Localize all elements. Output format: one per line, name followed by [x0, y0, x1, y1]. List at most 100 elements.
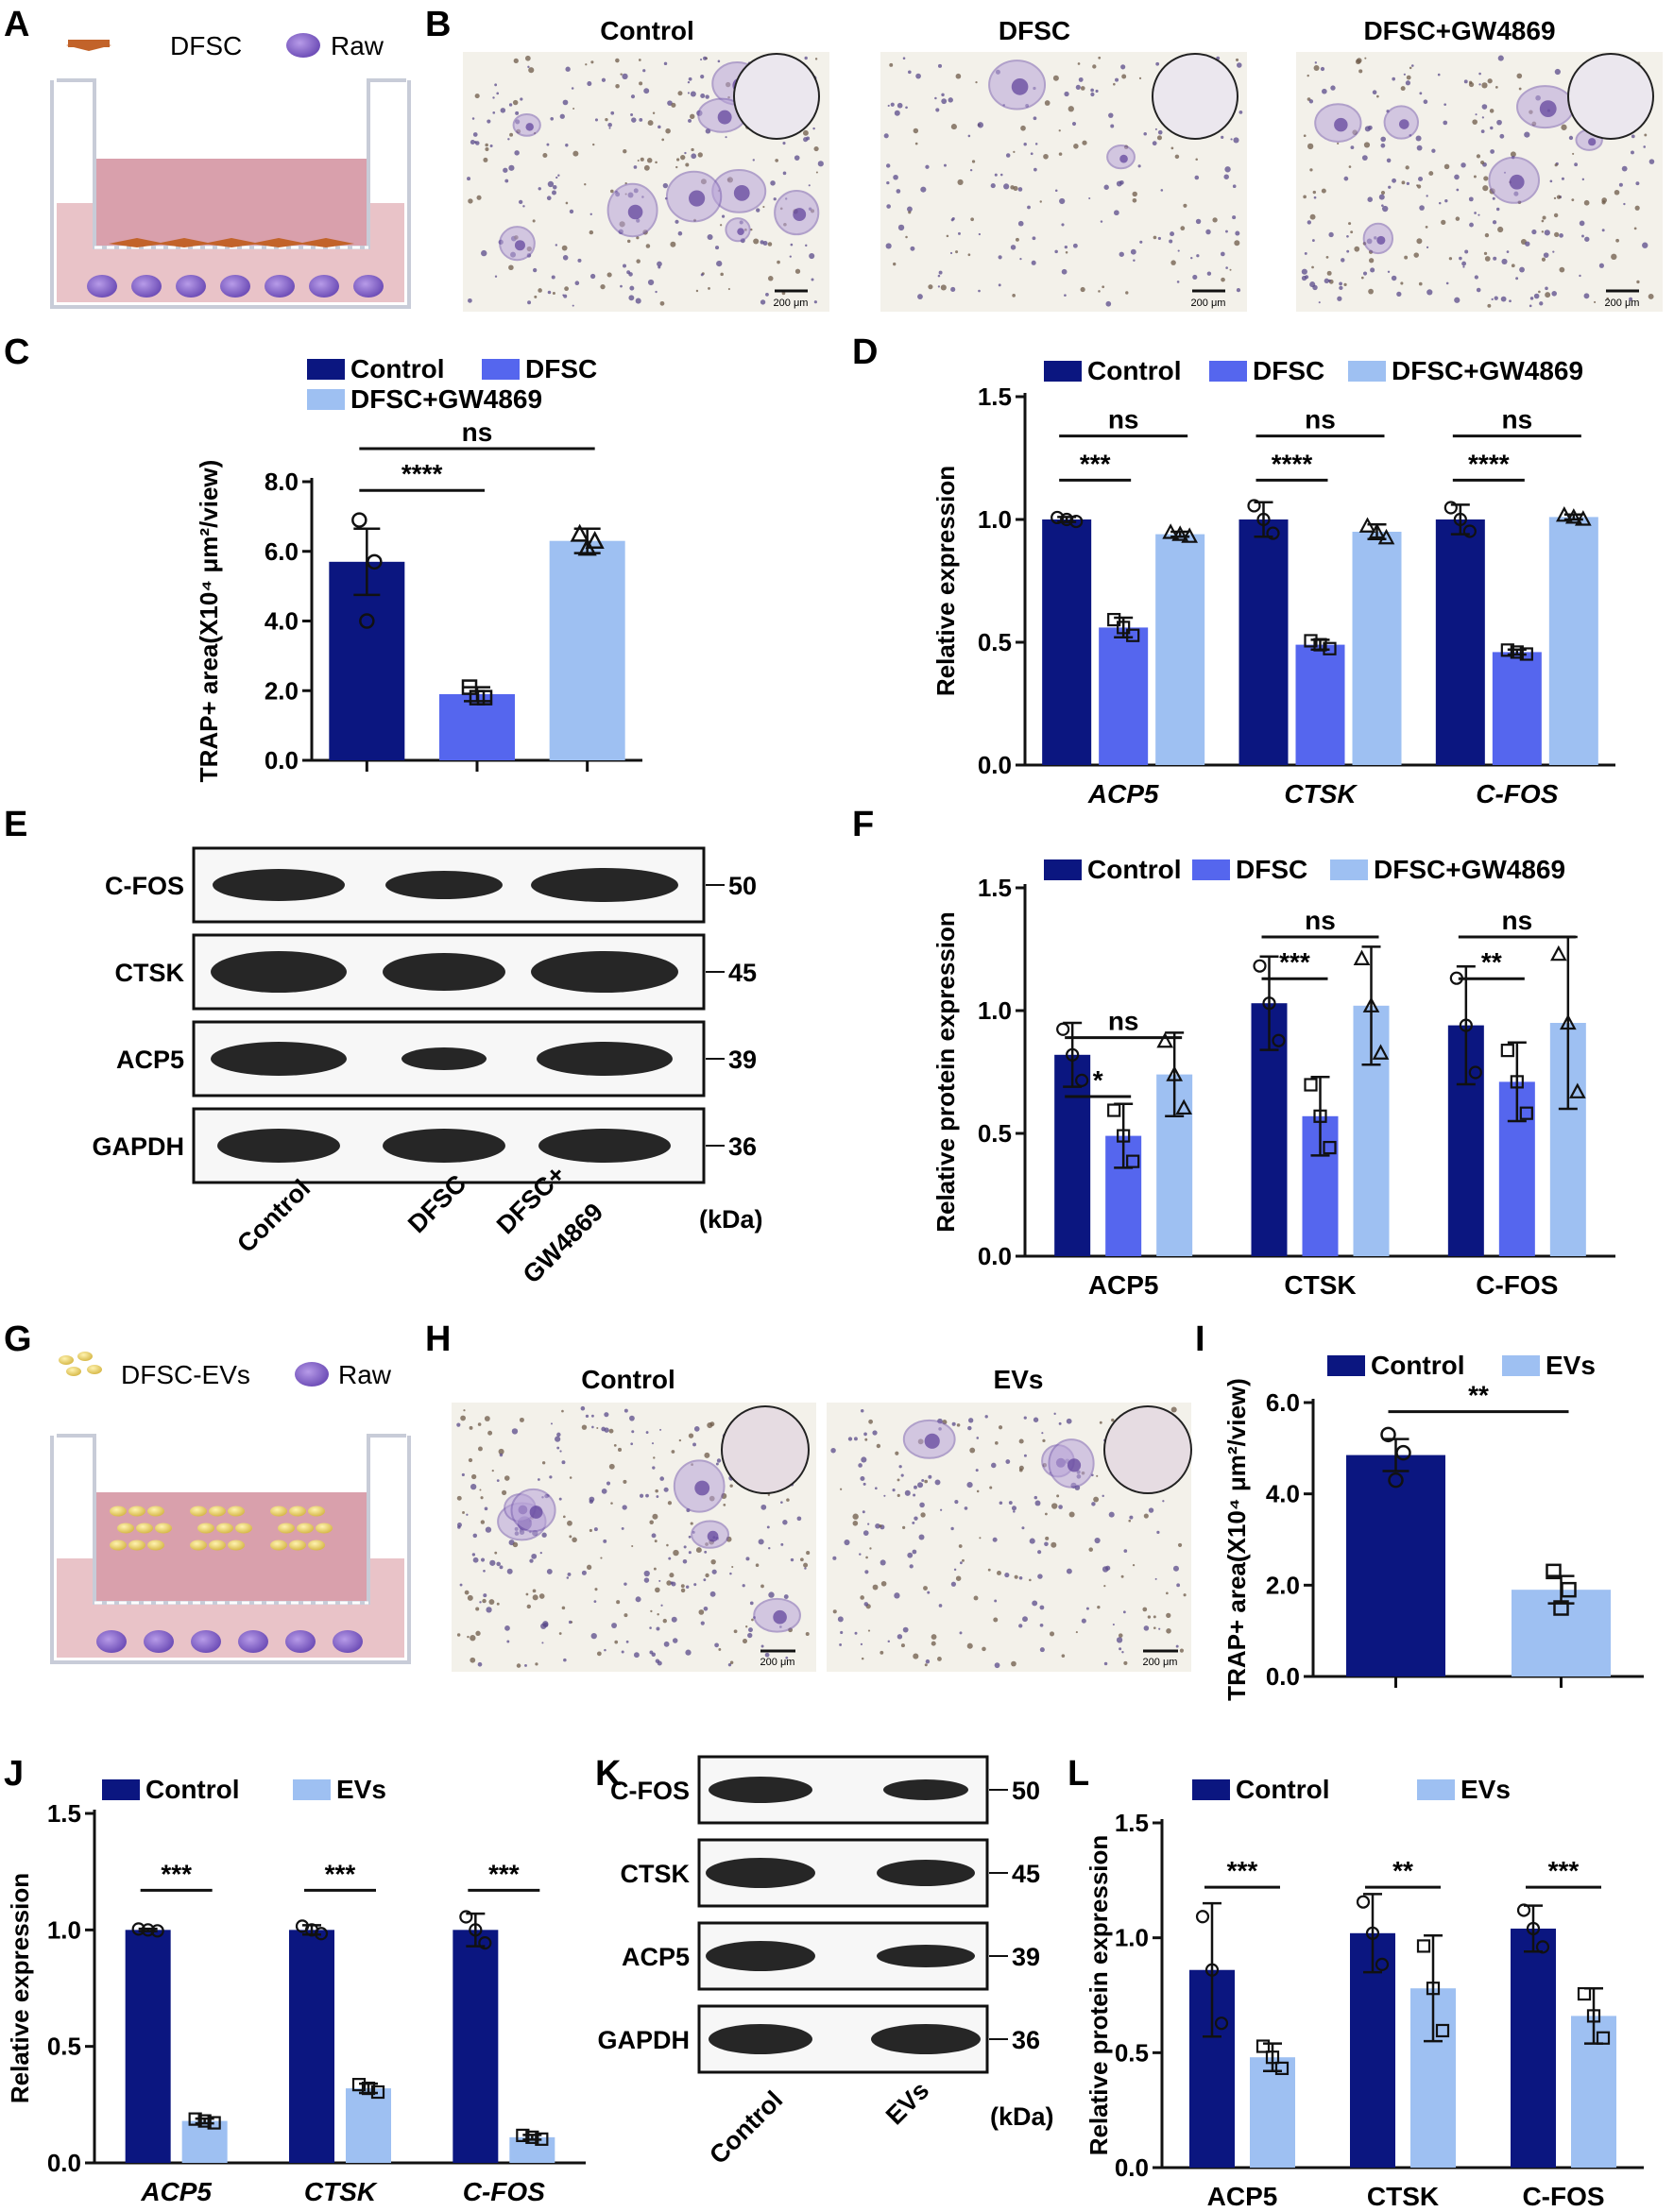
debris-speck — [811, 278, 814, 281]
bar — [1492, 652, 1542, 765]
well-inset-dfsc-gw4869 — [1567, 53, 1654, 140]
ev-particle — [316, 1523, 333, 1534]
debris-speck — [496, 92, 500, 95]
debris-speck — [705, 1573, 709, 1578]
data-point — [141, 1923, 155, 1937]
well-inset-control — [721, 1405, 810, 1494]
debris-speck — [638, 59, 641, 61]
debris-speck — [1220, 251, 1225, 257]
debris-speck — [1309, 213, 1316, 220]
ev-particle — [216, 1523, 233, 1534]
debris-speck — [663, 1487, 669, 1492]
debris-speck — [885, 243, 892, 249]
debris-speck — [703, 1606, 709, 1611]
debris-speck — [508, 164, 515, 171]
debris-speck — [494, 83, 498, 87]
debris-speck — [1413, 252, 1419, 258]
blot-row-label: C-FOS — [105, 872, 184, 900]
debris-speck — [948, 97, 953, 103]
debris-speck — [1481, 116, 1484, 119]
debris-speck — [1490, 149, 1495, 154]
debris-speck — [917, 1482, 924, 1489]
debris-speck — [937, 63, 943, 68]
ev-particle — [289, 1506, 306, 1517]
bar — [1238, 519, 1289, 765]
debris-speck — [1013, 1510, 1016, 1513]
debris-speck — [1381, 204, 1384, 207]
debris-speck — [935, 108, 940, 112]
debris-speck — [1426, 289, 1433, 296]
debris-speck — [1121, 74, 1127, 79]
kda-label: 45 — [1012, 1860, 1040, 1888]
legend-label: DFSC+GW4869 — [1374, 855, 1565, 884]
debris-speck — [1019, 257, 1022, 261]
bar — [1155, 534, 1205, 765]
data-point — [1253, 959, 1267, 973]
legend-swatch — [1417, 1779, 1455, 1800]
debris-speck — [1648, 294, 1654, 299]
debris-speck — [762, 205, 765, 209]
debris-speck — [1154, 128, 1157, 130]
debris-speck — [955, 250, 959, 254]
debris-speck — [924, 1479, 929, 1484]
debris-speck — [1360, 276, 1364, 280]
debris-speck — [879, 1524, 882, 1528]
micrographs-h: Control EVs 200 μm 200 μm — [452, 1365, 1192, 1672]
data-point — [1519, 1106, 1533, 1120]
debris-speck — [1468, 80, 1473, 85]
debris-speck — [920, 186, 927, 193]
debris-speck — [1386, 158, 1392, 163]
ev-particle — [228, 1506, 245, 1517]
raw-cell-icon — [286, 33, 320, 58]
debris-speck — [966, 1481, 973, 1489]
debris-speck — [894, 110, 900, 116]
debris-speck — [1311, 239, 1315, 242]
debris-speck — [1037, 1550, 1042, 1555]
debris-speck — [1110, 124, 1115, 128]
debris-speck — [912, 1549, 917, 1555]
debris-speck — [685, 1649, 692, 1656]
debris-speck — [758, 1539, 764, 1545]
debris-speck — [1148, 1507, 1154, 1513]
debris-speck — [1438, 201, 1442, 205]
debris-speck — [1103, 184, 1109, 190]
debris-speck — [567, 1572, 572, 1576]
debris-speck — [1032, 236, 1036, 241]
debris-speck — [1419, 92, 1423, 95]
debris-speck — [590, 1633, 597, 1640]
debris-speck — [868, 1419, 873, 1424]
debris-speck — [928, 284, 933, 290]
debris-speck — [987, 1568, 991, 1572]
debris-speck — [589, 1528, 592, 1532]
debris-speck — [471, 117, 475, 120]
debris-speck — [553, 185, 557, 190]
debris-speck — [1033, 1417, 1039, 1422]
data-point — [1272, 1033, 1286, 1047]
debris-speck — [541, 1461, 546, 1465]
debris-speck — [907, 70, 912, 75]
debris-speck — [1092, 64, 1097, 69]
debris-speck — [1553, 213, 1559, 218]
debris-speck — [610, 111, 615, 115]
debris-speck — [731, 1565, 734, 1569]
debris-speck — [1044, 100, 1051, 106]
debris-speck — [1004, 1573, 1010, 1578]
debris-speck — [1311, 265, 1314, 269]
debris-speck — [1621, 165, 1628, 172]
bar — [1346, 1455, 1445, 1676]
debris-speck — [1320, 66, 1325, 72]
cell-nucleus — [1539, 100, 1557, 118]
debris-speck — [496, 1561, 501, 1567]
debris-speck — [883, 1494, 886, 1497]
debris-speck — [1122, 1610, 1126, 1614]
data-point — [1262, 996, 1276, 1011]
debris-speck — [566, 1576, 570, 1579]
debris-speck — [1170, 260, 1176, 265]
ev-particle — [235, 1523, 252, 1534]
legend-swatch — [1327, 1355, 1365, 1376]
debris-speck — [943, 163, 947, 167]
debris-speck — [1119, 1647, 1122, 1651]
debris-speck — [659, 1428, 662, 1431]
debris-speck — [994, 1662, 1000, 1669]
data-point — [1304, 1078, 1318, 1092]
